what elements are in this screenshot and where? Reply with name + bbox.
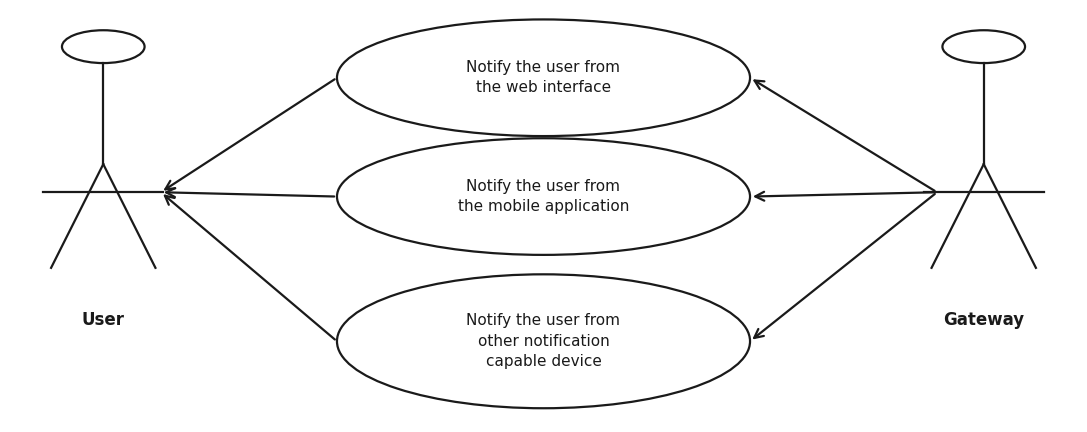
Text: Notify the user from
the web interface: Notify the user from the web interface [466, 60, 621, 95]
Text: Notify the user from
the mobile application: Notify the user from the mobile applicat… [458, 179, 629, 214]
Ellipse shape [337, 19, 750, 136]
Text: User: User [82, 311, 125, 329]
Text: Gateway: Gateway [944, 311, 1024, 329]
Ellipse shape [337, 138, 750, 255]
Text: Notify the user from
other notification
capable device: Notify the user from other notification … [466, 313, 621, 369]
Ellipse shape [337, 274, 750, 408]
